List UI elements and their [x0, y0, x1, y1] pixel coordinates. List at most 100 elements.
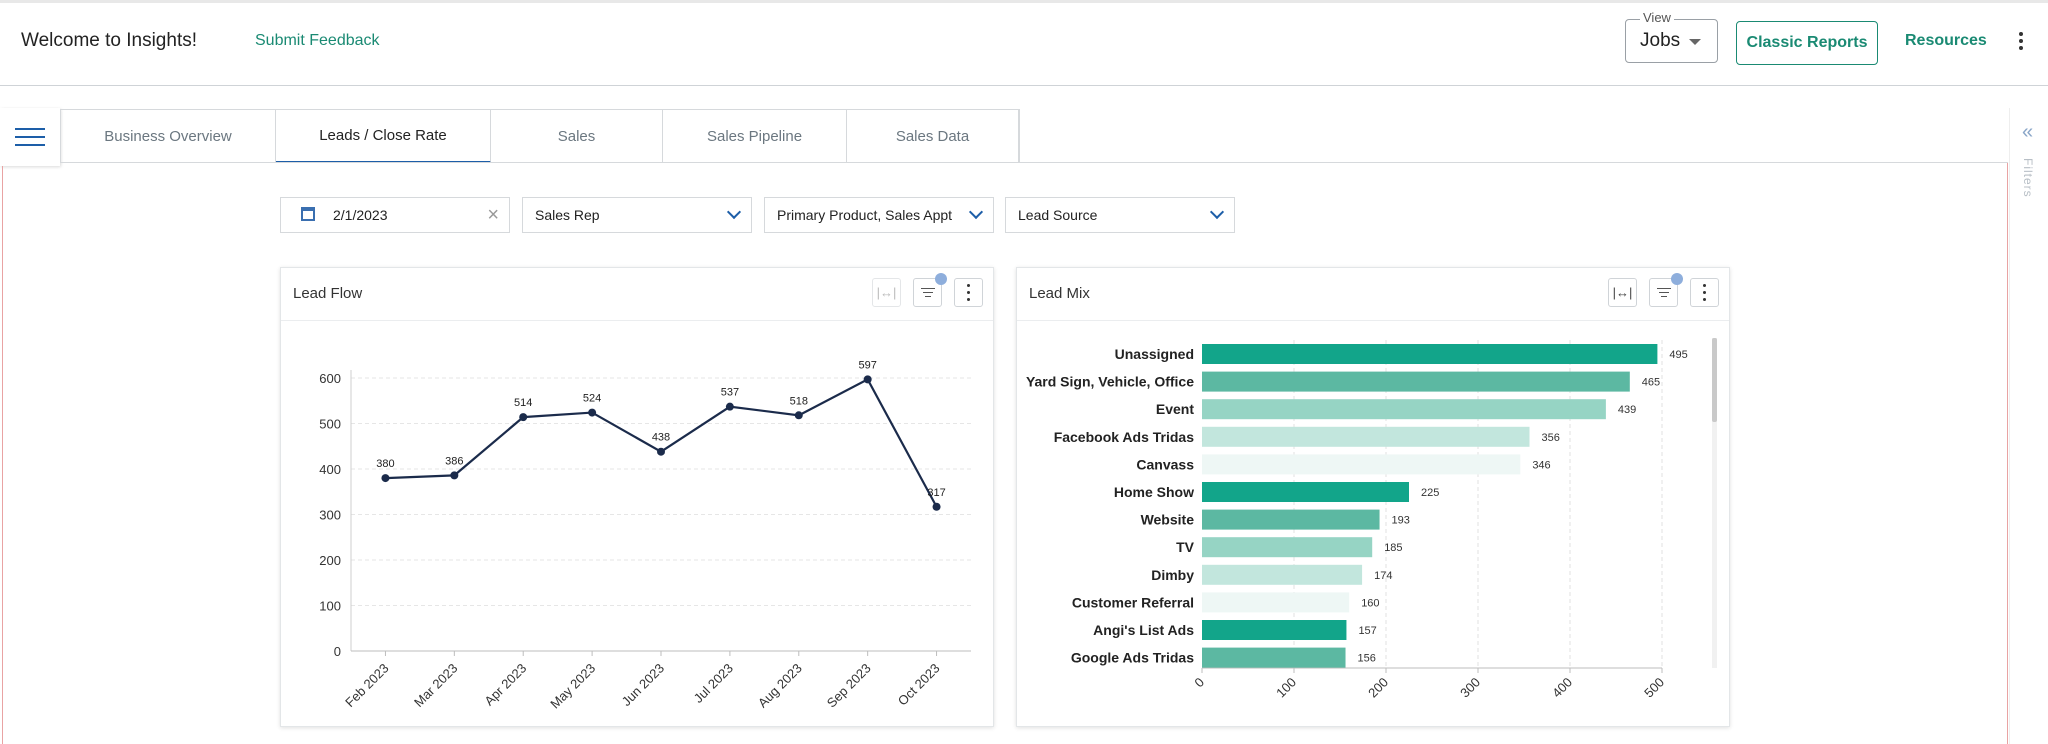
- bar: [1202, 371, 1630, 392]
- data-label: 193: [1392, 515, 1410, 527]
- view-select-value: Jobs: [1640, 30, 1681, 51]
- chart-filter-button[interactable]: [913, 273, 947, 307]
- view-select[interactable]: View Jobs: [1625, 10, 1718, 63]
- data-label: 386: [445, 455, 463, 467]
- data-point: [657, 447, 665, 456]
- data-label: 514: [514, 397, 532, 409]
- x-tick-label: Sep 2023: [824, 661, 874, 711]
- chart-menu-button[interactable]: [954, 278, 983, 307]
- product-filter[interactable]: Primary Product, Sales Appt: [764, 197, 994, 233]
- y-tick-label: 200: [319, 553, 341, 568]
- data-label: 185: [1384, 542, 1402, 554]
- date-filter[interactable]: 2/1/2023 ×: [280, 197, 510, 233]
- bar: [1202, 454, 1521, 475]
- close-icon[interactable]: ×: [487, 204, 499, 226]
- data-label: 157: [1358, 625, 1376, 637]
- data-point: [519, 413, 528, 422]
- category-label: Yard Sign, Vehicle, Office: [1026, 374, 1194, 390]
- x-tick-label: 200: [1365, 675, 1391, 701]
- x-tick-label: 400: [1549, 675, 1575, 701]
- data-point: [794, 411, 803, 420]
- tab-sales[interactable]: Sales: [491, 110, 663, 163]
- bar: [1202, 426, 1530, 447]
- scrollbar-track[interactable]: [1712, 338, 1717, 668]
- data-point: [932, 502, 941, 511]
- chart-menu-button[interactable]: [1690, 278, 1719, 307]
- more-options-icon[interactable]: [2014, 30, 2028, 54]
- tab-leads-close-rate[interactable]: Leads / Close Rate: [276, 110, 491, 163]
- lead-mix-chart: 0 100 200 300 400 500 Unassigned 495 Yard Sign, …: [1026, 340, 1688, 701]
- category-label: Canvass: [1136, 456, 1194, 472]
- chevron-down-icon: [726, 204, 742, 220]
- expand-button[interactable]: |↔|: [1608, 278, 1637, 307]
- x-tick-label: 100: [1273, 675, 1299, 701]
- data-label: 356: [1542, 432, 1560, 444]
- category-label: Customer Referral: [1072, 594, 1194, 610]
- data-label: 438: [652, 432, 670, 444]
- data-label: 597: [858, 359, 876, 371]
- tabs-divider: [60, 162, 2008, 163]
- x-tick-label: 300: [1457, 675, 1483, 701]
- data-label: 439: [1618, 404, 1636, 416]
- data-label: 317: [927, 487, 945, 499]
- filter-active-badge: [1671, 273, 1683, 285]
- lead-flow-title: Lead Flow: [293, 285, 363, 302]
- menu-icon[interactable]: [0, 108, 60, 166]
- lead-source-filter[interactable]: Lead Source: [1005, 197, 1235, 233]
- bar: [1202, 482, 1409, 502]
- chevron-down-icon: [968, 204, 984, 220]
- data-label: 346: [1532, 459, 1550, 471]
- resources-link[interactable]: Resources: [1905, 32, 1987, 49]
- category-label: TV: [1176, 539, 1195, 555]
- tab-business-overview[interactable]: Business Overview: [61, 110, 276, 163]
- data-label: 156: [1358, 653, 1376, 665]
- more-vertical-icon: [955, 279, 982, 306]
- x-tick-label: Jun 2023: [619, 661, 667, 709]
- welcome-title: Welcome to Insights!: [21, 30, 198, 51]
- card-divider: [281, 320, 993, 321]
- chart-filter-button[interactable]: [1649, 273, 1683, 307]
- filter-icon: [1650, 279, 1677, 306]
- category-label: Website: [1141, 512, 1195, 528]
- data-label: 537: [721, 387, 739, 399]
- expand-icon: |↔|: [876, 285, 897, 300]
- category-label: Unassigned: [1115, 346, 1194, 362]
- sales-rep-filter[interactable]: Sales Rep: [522, 197, 752, 233]
- scrollbar-thumb[interactable]: [1712, 338, 1717, 422]
- lead-mix-title: Lead Mix: [1029, 285, 1090, 302]
- submit-feedback-link[interactable]: Submit Feedback: [255, 32, 380, 49]
- double-chevron-left-icon[interactable]: «: [2022, 121, 2034, 143]
- data-label: 465: [1642, 377, 1660, 389]
- x-tick-label: Aug 2023: [755, 661, 805, 711]
- x-tick-label: Oct 2023: [895, 661, 943, 709]
- x-tick-label: Jul 2023: [691, 661, 736, 706]
- y-tick-label: 0: [334, 644, 341, 659]
- data-point: [450, 471, 459, 480]
- lead-mix-card: Lead Mix |↔| 0 100 200 300 400 500 Unassigned 4…: [1016, 267, 1730, 727]
- bar: [1202, 592, 1350, 613]
- date-filter-value: 2/1/2023: [333, 207, 388, 223]
- y-tick-label: 600: [319, 371, 341, 386]
- filter-active-badge: [935, 273, 947, 285]
- more-vertical-icon: [1691, 279, 1718, 306]
- data-point: [863, 375, 872, 384]
- bar: [1202, 647, 1346, 668]
- tab-sales-data[interactable]: Sales Data: [847, 110, 1019, 163]
- classic-reports-button[interactable]: Classic Reports: [1736, 21, 1878, 65]
- y-tick-label: 400: [319, 462, 341, 477]
- x-tick-label: Feb 2023: [342, 661, 391, 710]
- chevron-down-icon: [1209, 204, 1225, 220]
- caret-down-icon: [1689, 39, 1701, 45]
- bar: [1202, 620, 1347, 640]
- content-border: [2007, 163, 2008, 744]
- data-label: 174: [1374, 570, 1392, 582]
- x-tick-label: Apr 2023: [481, 661, 529, 709]
- filters-panel-label: Filters: [2021, 158, 2035, 198]
- data-point: [381, 474, 390, 483]
- category-label: Facebook Ads Tridas: [1054, 429, 1195, 445]
- card-divider: [1017, 320, 1729, 321]
- filters-panel[interactable]: « Filters: [2009, 108, 2048, 744]
- x-tick-label: 0: [1191, 675, 1207, 691]
- expand-button[interactable]: |↔|: [872, 278, 901, 307]
- tab-sales-pipeline[interactable]: Sales Pipeline: [663, 110, 847, 163]
